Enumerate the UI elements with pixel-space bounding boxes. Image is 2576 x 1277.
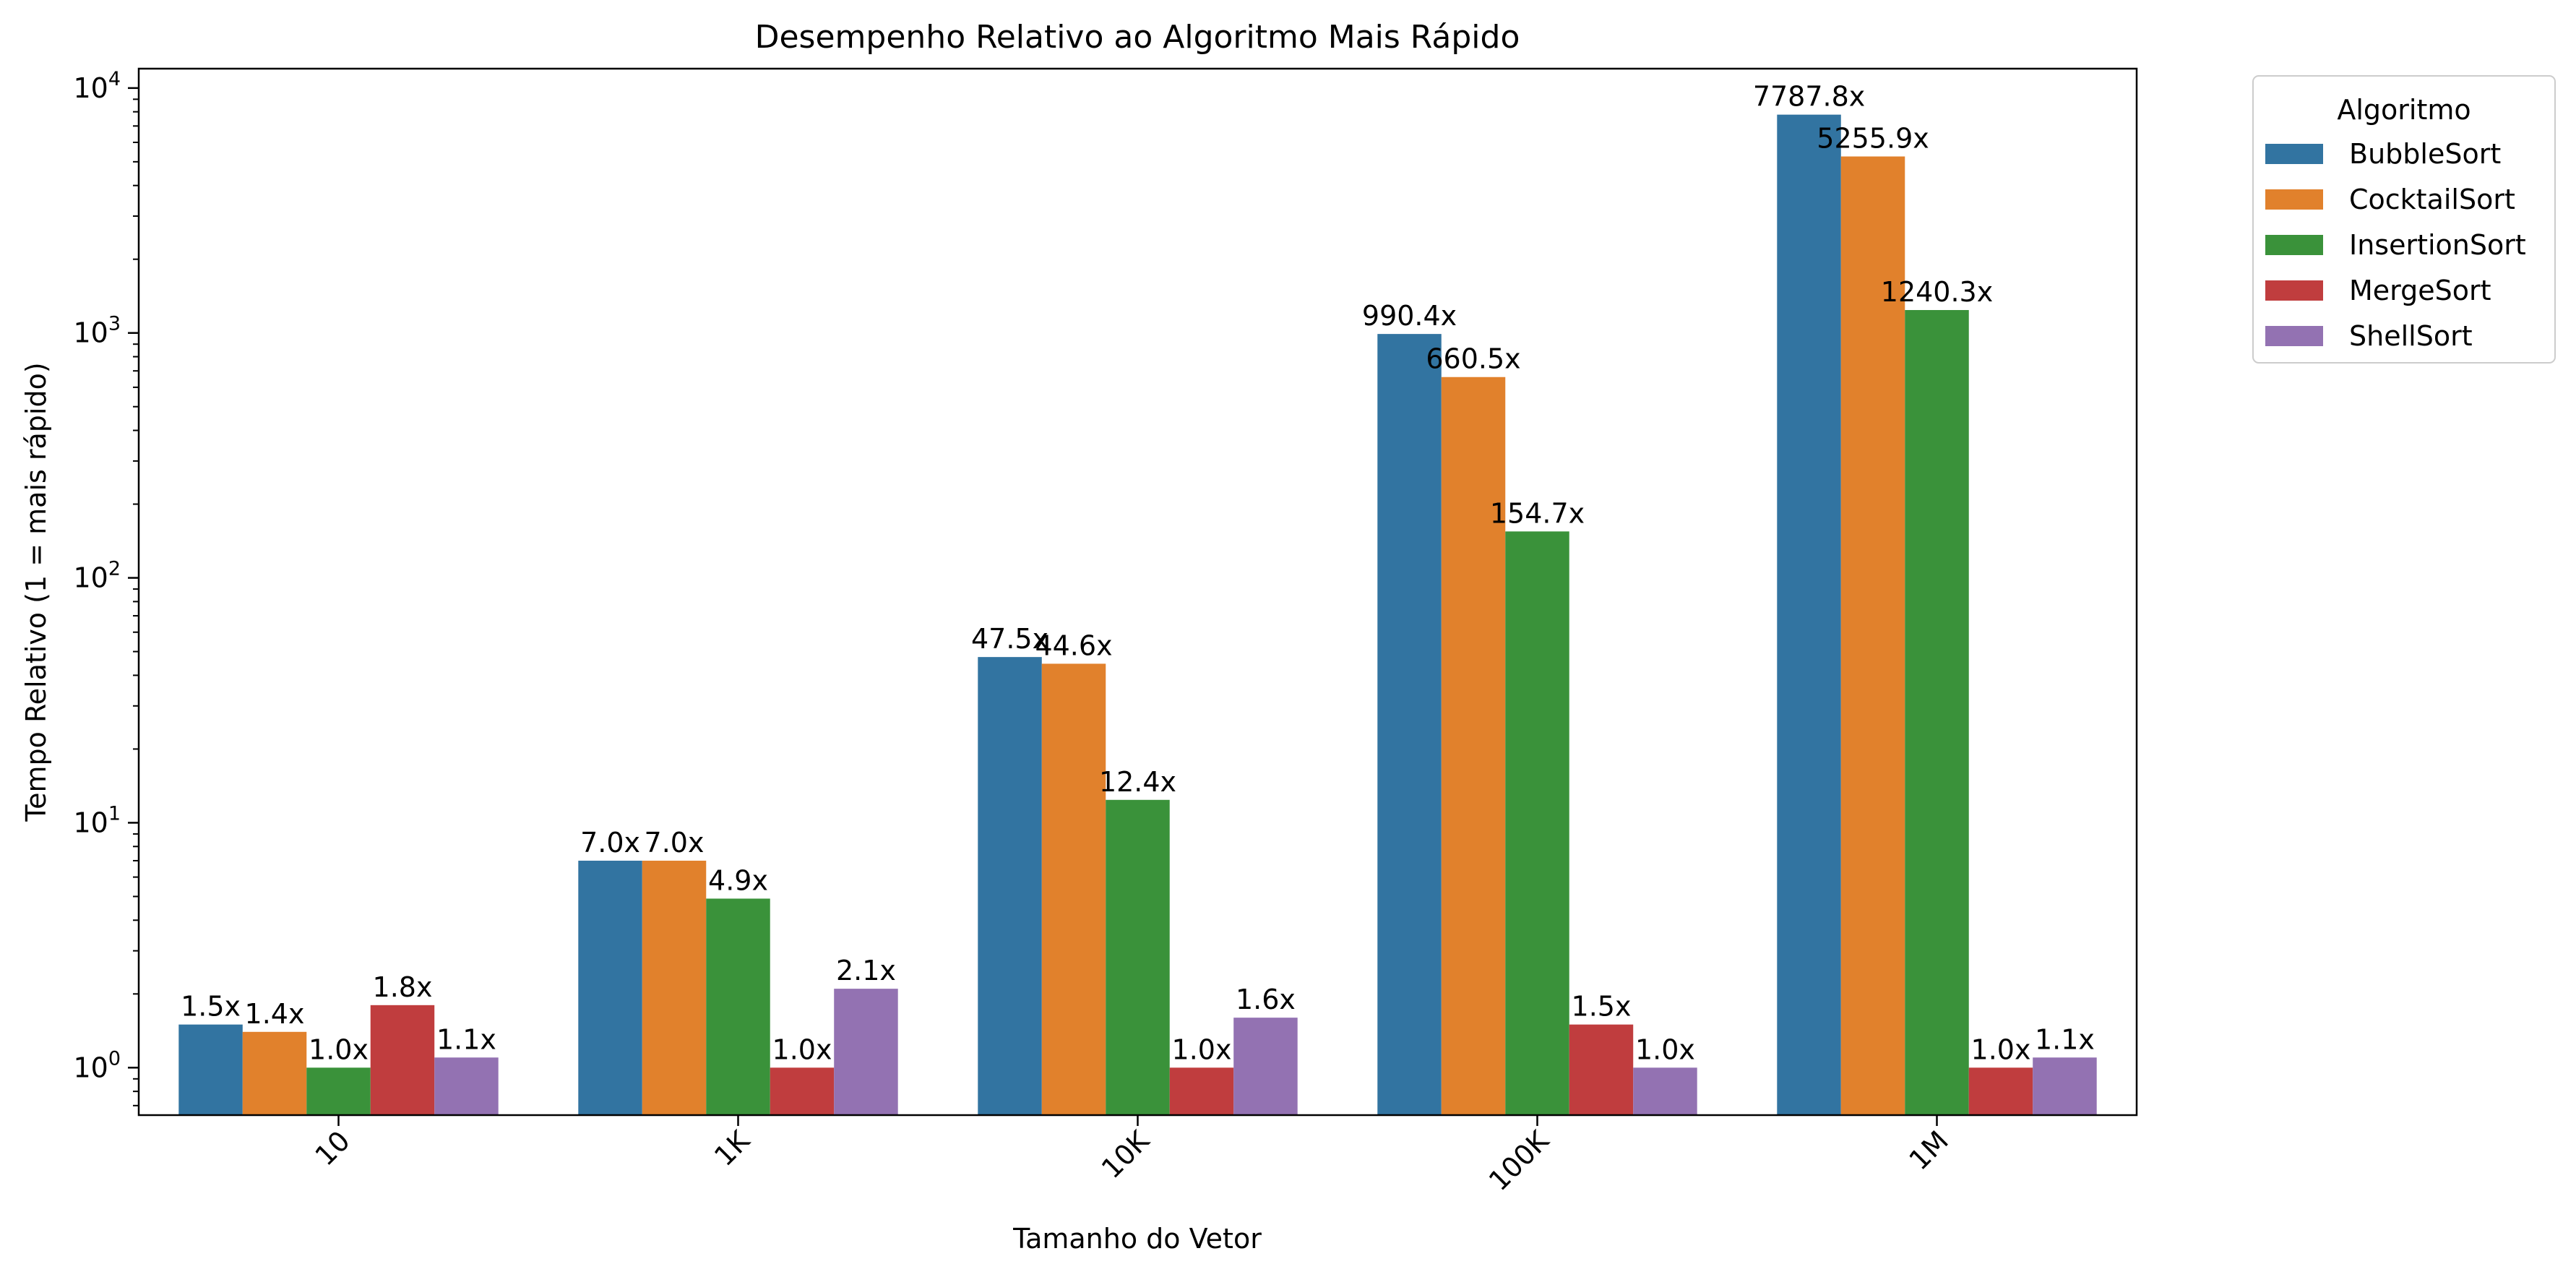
y-tick-exponent: 4 xyxy=(108,68,121,90)
y-tick-exponent: 1 xyxy=(108,802,121,825)
bar-value-label: 44.6x xyxy=(1035,629,1112,661)
legend-swatch-mergesort xyxy=(2265,280,2323,301)
legend-title: Algoritmo xyxy=(2337,94,2471,126)
bar-shellsort-10 xyxy=(434,1057,499,1115)
bar-value-label: 7.0x xyxy=(645,827,705,859)
bar-labels-layer: 1.5x 7.0x 47.5x 990.4x 7787.8x 1.4x 7.0x 44.6x 6… xyxy=(181,81,2095,1066)
y-tick-exponent: 0 xyxy=(108,1047,121,1070)
bar-value-label: 1.4x xyxy=(245,998,305,1030)
bar-value-label: 5255.9x xyxy=(1817,123,1929,155)
bars-layer xyxy=(178,114,2097,1115)
legend-label-mergesort: MergeSort xyxy=(2349,275,2491,306)
bar-value-label: 1.0x xyxy=(1971,1033,2031,1065)
bar-value-label: 660.5x xyxy=(1426,343,1520,375)
bar-value-label: 154.7x xyxy=(1490,497,1585,529)
y-tick-base: 10 xyxy=(73,807,108,838)
bar-value-label: 1.1x xyxy=(2035,1023,2095,1055)
bar-shellsort-10k xyxy=(1233,1018,1298,1115)
bar-value-label: 1.0x xyxy=(772,1033,832,1065)
x-axis-label: Tamanho do Vetor xyxy=(1012,1223,1262,1255)
legend: Algoritmo BubbleSort CocktailSort Insertio… xyxy=(2252,75,2556,364)
bar-value-label: 1.5x xyxy=(1572,991,1632,1023)
y-tick-exponent: 2 xyxy=(108,558,121,580)
y-tick-base: 10 xyxy=(73,1052,108,1083)
y-tick-label: 103 xyxy=(73,313,121,349)
bar-value-label: 7.0x xyxy=(580,827,640,859)
bar-bubblesort-100k xyxy=(1377,334,1442,1115)
bar-value-label: 1240.3x xyxy=(1881,276,1993,308)
bar-value-label: 1.0x xyxy=(1172,1033,1232,1065)
bar-value-label: 990.4x xyxy=(1362,300,1457,332)
bar-cocktailsort-10k xyxy=(1041,663,1106,1115)
y-tick-label: 102 xyxy=(73,558,121,594)
bar-insertionsort-10 xyxy=(306,1067,371,1115)
bar-value-label: 1.0x xyxy=(309,1033,369,1065)
y-tick-exponent: 3 xyxy=(108,313,121,335)
bar-bubblesort-10 xyxy=(178,1024,243,1115)
bar-cocktailsort-100k xyxy=(1441,377,1506,1115)
bar-shellsort-1m xyxy=(2033,1057,2097,1115)
bar-value-label: 1.5x xyxy=(181,991,241,1023)
bar-cocktailsort-1k xyxy=(642,860,707,1115)
bar-value-label: 7787.8x xyxy=(1753,81,1865,113)
legend-swatch-bubblesort xyxy=(2265,144,2323,164)
bar-mergesort-10k xyxy=(1169,1067,1234,1115)
bar-shellsort-100k xyxy=(1633,1067,1697,1115)
chart-title: Desempenho Relativo ao Algoritmo Mais Rá… xyxy=(755,19,1520,56)
bar-bubblesort-1k xyxy=(578,860,642,1115)
legend-label-bubblesort: BubbleSort xyxy=(2349,138,2501,170)
bar-cocktailsort-1m xyxy=(1840,156,1905,1115)
legend-swatch-insertionsort xyxy=(2265,235,2323,255)
bar-value-label: 1.8x xyxy=(373,971,433,1003)
bar-mergesort-10 xyxy=(370,1005,435,1115)
bar-insertionsort-10k xyxy=(1106,799,1170,1115)
y-tick-label: 101 xyxy=(73,802,121,838)
bar-bubblesort-10k xyxy=(978,657,1042,1115)
bar-bubblesort-1m xyxy=(1777,114,1841,1115)
y-axis-label: Tempo Relativo (1 = mais rápido) xyxy=(20,362,52,822)
bar-shellsort-1k xyxy=(834,989,898,1115)
legend-label-shellsort: ShellSort xyxy=(2349,320,2473,352)
bar-value-label: 4.9x xyxy=(708,864,768,896)
legend-box xyxy=(2252,75,2556,364)
bar-mergesort-1m xyxy=(1968,1067,2033,1115)
y-tick-label: 100 xyxy=(73,1047,121,1083)
bar-insertionsort-1k xyxy=(706,898,770,1115)
bar-mergesort-100k xyxy=(1569,1024,1634,1115)
bar-value-label: 1.6x xyxy=(1236,984,1296,1015)
legend-items: BubbleSort CocktailSort InsertionSort Merge… xyxy=(2265,138,2526,352)
y-tick-base: 10 xyxy=(73,72,108,104)
y-tick-base: 10 xyxy=(73,317,108,349)
bar-value-label: 1.0x xyxy=(1635,1033,1695,1065)
bar-value-label: 2.1x xyxy=(836,955,896,986)
bar-insertionsort-100k xyxy=(1505,531,1569,1115)
legend-label-cocktailsort: CocktailSort xyxy=(2349,184,2515,215)
legend-swatch-cocktailsort xyxy=(2265,189,2323,210)
legend-label-insertionsort: InsertionSort xyxy=(2349,229,2526,261)
bar-value-label: 12.4x xyxy=(1099,766,1176,798)
bar-cocktailsort-10 xyxy=(242,1031,307,1115)
bar-value-label: 1.1x xyxy=(436,1023,496,1055)
y-tick-base: 10 xyxy=(73,562,108,594)
y-tick-label: 104 xyxy=(73,68,121,104)
bar-value-label: 47.5x xyxy=(971,623,1048,655)
legend-swatch-shellsort xyxy=(2265,326,2323,346)
bar-insertionsort-1m xyxy=(1905,310,1969,1115)
bar-mergesort-1k xyxy=(770,1067,835,1115)
